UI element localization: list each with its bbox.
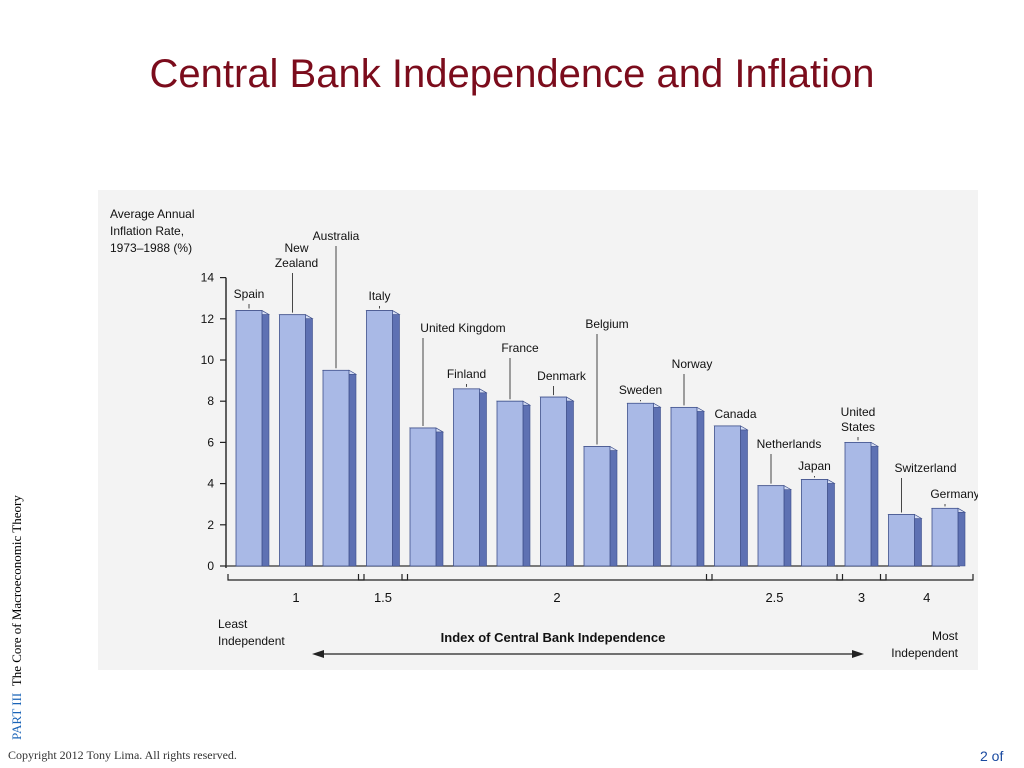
x-axis-label: Index of Central Bank Independence	[441, 630, 666, 645]
chart-panel: Average Annual Inflation Rate, 1973–1988 (…	[98, 190, 980, 670]
bar	[453, 388, 480, 567]
part-side-label: PART III The Core of Macroeconomic Theor…	[4, 440, 30, 740]
arrow-head-right	[852, 650, 864, 658]
arrow-head-left	[312, 650, 324, 658]
bar	[496, 400, 524, 567]
y-tick-label: 14	[201, 271, 215, 285]
group-bracket	[836, 574, 887, 581]
bar-label: Canada	[714, 407, 756, 421]
bar	[888, 514, 915, 567]
inflation-bar-chart: Average Annual Inflation Rate, 1973–1988 (…	[110, 207, 980, 660]
group-index-label: 1	[292, 590, 299, 605]
bar	[757, 485, 785, 567]
bar	[627, 402, 654, 567]
group-index-label: 1.5	[374, 590, 392, 605]
bar	[409, 427, 437, 567]
bar-side	[261, 310, 270, 567]
bar-side	[566, 396, 574, 567]
part-number: PART III	[9, 692, 24, 740]
bar	[801, 479, 828, 567]
group-bracket	[357, 574, 409, 581]
y-tick-label: 4	[207, 477, 214, 491]
bar-label: Germany	[930, 487, 978, 501]
bar-label: Spain	[234, 287, 265, 301]
bar-side	[653, 402, 661, 567]
most-independent-label: Most Independent	[891, 629, 958, 660]
bar-label: Japan	[798, 459, 831, 473]
bar-label: Switzerland	[894, 461, 956, 475]
bar-label: Australia	[313, 229, 360, 243]
bar-side	[609, 446, 618, 567]
bar-label: Netherlands	[757, 437, 822, 451]
page-number: 2 of	[980, 748, 1004, 764]
bar-side	[914, 513, 922, 567]
bar-side	[348, 369, 357, 567]
bar-label: New Zealand	[275, 241, 318, 270]
bar-side	[435, 427, 444, 567]
bar-side	[696, 406, 705, 567]
bar	[366, 310, 393, 567]
bar	[931, 507, 959, 567]
slide-title: Central Bank Independence and Inflation	[149, 52, 875, 96]
bar-side	[870, 441, 879, 567]
bar-side	[740, 425, 748, 567]
bar-side	[305, 314, 313, 567]
bar-label: Denmark	[537, 369, 587, 383]
bar	[714, 425, 741, 567]
bar-side	[827, 478, 835, 567]
bar	[279, 314, 306, 567]
bar-label: Norway	[672, 357, 713, 371]
bar-label: Finland	[447, 367, 486, 381]
bar-label: Belgium	[585, 317, 628, 331]
y-tick-label: 6	[207, 435, 214, 449]
group-bracket	[705, 574, 844, 581]
bar	[235, 310, 263, 567]
group-bracket	[879, 574, 974, 581]
bar	[322, 369, 350, 567]
least-independent-label: Least Independent	[218, 617, 285, 648]
y-tick-label: 8	[207, 394, 214, 408]
bar-label: United Kingdom	[420, 321, 505, 335]
y-tick-label: 12	[201, 312, 215, 326]
group-bracket	[227, 574, 365, 581]
bar-side	[957, 507, 966, 567]
bar-side	[392, 310, 400, 567]
group-index-label: 2.5	[765, 590, 783, 605]
bar-label: France	[501, 341, 539, 355]
bar	[844, 441, 872, 567]
y-axis-label: Average Annual Inflation Rate, 1973–1988 (…	[110, 207, 195, 255]
bar	[583, 446, 611, 567]
part-title: The Core of Macroeconomic Theory	[9, 495, 24, 687]
bar-side	[522, 400, 531, 567]
bar-side	[479, 388, 487, 567]
bar-label: United States	[841, 405, 876, 434]
bar-label: Italy	[368, 289, 390, 303]
y-tick-label: 0	[207, 559, 214, 573]
group-index-label: 4	[923, 590, 930, 605]
group-bracket	[401, 574, 713, 581]
bar-label: Sweden	[619, 383, 662, 397]
bar	[540, 396, 567, 567]
y-tick-label: 10	[201, 353, 215, 367]
group-index-label: 2	[553, 590, 560, 605]
bar	[670, 406, 698, 567]
y-tick-label: 2	[207, 518, 214, 532]
copyright-text: Copyright 2012 Tony Lima. All rights res…	[8, 748, 237, 762]
group-index-label: 3	[858, 590, 865, 605]
bar-side	[783, 485, 792, 567]
